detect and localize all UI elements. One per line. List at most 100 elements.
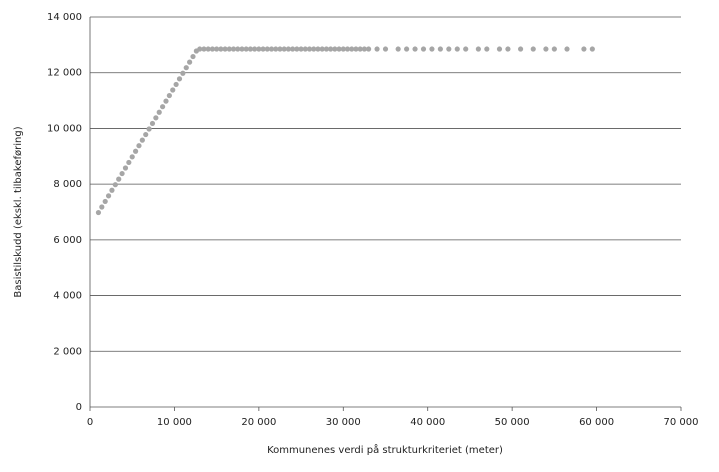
point <box>170 87 176 93</box>
point <box>374 46 380 52</box>
point <box>183 65 189 71</box>
point <box>412 46 418 52</box>
point <box>361 46 367 52</box>
point <box>126 159 132 166</box>
point <box>166 92 172 99</box>
point <box>264 46 270 52</box>
point <box>268 46 275 52</box>
point <box>463 46 469 52</box>
point <box>136 143 142 149</box>
point <box>294 46 300 52</box>
point <box>190 53 196 60</box>
y-tick-label: 10 000 <box>47 123 82 134</box>
point <box>319 46 325 52</box>
point <box>323 46 329 52</box>
point <box>218 46 224 52</box>
point <box>116 176 122 182</box>
point <box>290 46 296 52</box>
point <box>530 46 536 52</box>
point <box>404 46 410 52</box>
point <box>505 46 511 52</box>
point <box>366 46 372 52</box>
point <box>357 46 363 52</box>
point <box>252 46 258 52</box>
y-tick-label: 0 <box>76 402 82 413</box>
point <box>122 165 129 171</box>
point <box>315 46 321 52</box>
point <box>336 46 342 52</box>
point <box>230 46 237 52</box>
y-tick-label: 4 000 <box>53 291 82 302</box>
point <box>129 154 135 160</box>
point <box>306 46 313 52</box>
x-tick-label: 30 000 <box>326 417 361 428</box>
point <box>119 170 125 177</box>
point <box>235 46 241 52</box>
point <box>143 131 149 138</box>
point <box>149 120 156 127</box>
x-tick-label: 0 <box>87 417 93 428</box>
point <box>395 46 401 52</box>
point <box>247 46 254 52</box>
point <box>105 193 112 199</box>
point <box>475 46 481 52</box>
x-tick-label: 20 000 <box>241 417 276 428</box>
y-tick-label: 12 000 <box>47 68 82 79</box>
point <box>496 46 503 52</box>
point <box>353 46 359 52</box>
point <box>243 46 249 52</box>
x-tick-label: 60 000 <box>579 417 614 428</box>
point <box>311 46 317 52</box>
point <box>146 126 152 132</box>
point <box>95 209 102 216</box>
point <box>543 46 549 52</box>
point <box>112 182 118 188</box>
point <box>437 46 443 52</box>
point <box>328 46 334 52</box>
point <box>382 46 389 52</box>
point <box>564 46 570 52</box>
point <box>180 70 186 76</box>
point <box>344 46 351 52</box>
point <box>197 46 203 52</box>
point <box>302 46 308 52</box>
x-axis-label: Kommunenes verdi på strukturkriteriet (m… <box>267 443 503 456</box>
point <box>209 46 216 52</box>
point <box>484 46 490 52</box>
point <box>153 115 159 121</box>
x-tick-label: 70 000 <box>664 417 699 428</box>
point <box>285 46 292 52</box>
point <box>332 46 338 52</box>
x-tick-label: 50 000 <box>495 417 530 428</box>
point <box>551 46 557 52</box>
point <box>163 98 169 104</box>
point <box>156 109 162 115</box>
x-tick-label: 40 000 <box>410 417 445 428</box>
point <box>454 46 460 52</box>
point <box>429 46 435 52</box>
point <box>102 198 108 205</box>
point <box>281 46 287 52</box>
point <box>187 59 193 65</box>
point <box>239 46 245 52</box>
point <box>109 187 115 193</box>
point <box>581 46 587 52</box>
y-tick-label: 6 000 <box>53 235 82 246</box>
point <box>160 104 166 110</box>
point <box>222 46 228 52</box>
point <box>139 137 145 143</box>
point <box>214 46 220 52</box>
y-tick-label: 2 000 <box>53 346 82 357</box>
point <box>589 46 595 52</box>
point <box>349 46 355 52</box>
point <box>99 204 105 210</box>
y-tick-label: 8 000 <box>53 179 82 190</box>
point <box>176 76 183 82</box>
point <box>260 46 266 52</box>
point <box>517 46 524 52</box>
x-tick-label: 10 000 <box>157 417 192 428</box>
point <box>205 46 211 52</box>
point <box>201 46 207 52</box>
